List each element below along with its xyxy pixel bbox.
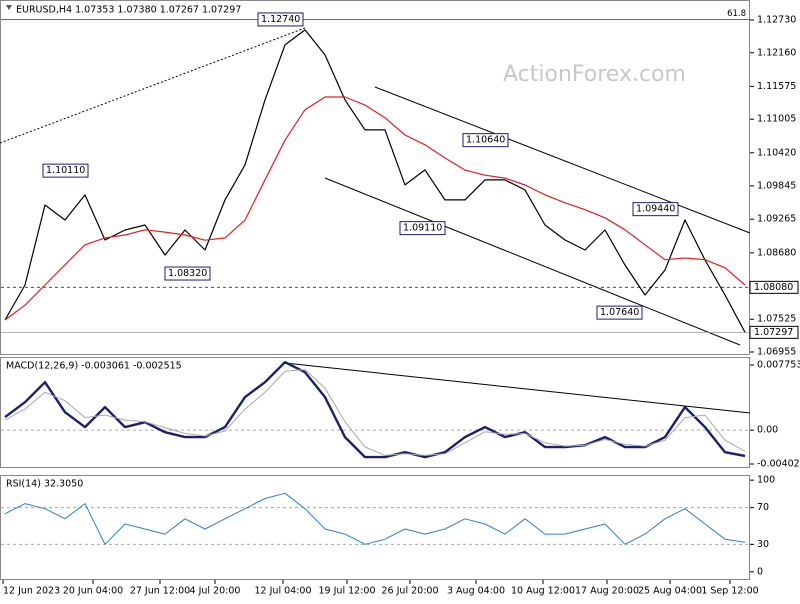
x-tick-label: 12 Jun 2023 xyxy=(3,586,60,597)
price-annotation-box xyxy=(164,266,211,281)
macd-trend-line xyxy=(284,362,751,414)
series-line xyxy=(4,492,746,545)
y-tick-label: 1.10420 xyxy=(757,147,796,158)
series-line xyxy=(4,361,746,459)
y-tick-label: 1.07525 xyxy=(757,314,796,325)
price-panel xyxy=(0,0,750,355)
channel-upper xyxy=(374,86,751,234)
x-tick-label: 25 Aug 04:00 xyxy=(638,586,702,597)
fib-label: 61.8 xyxy=(727,9,746,19)
price-annotation: 1.09110 xyxy=(403,223,442,234)
price-annotation: 1.08320 xyxy=(168,268,207,279)
x-tick-label: 19 Jul 12:00 xyxy=(319,586,376,597)
price-annotation: 1.07640 xyxy=(600,307,639,318)
x-tick-label: 3 Aug 04:00 xyxy=(447,586,505,597)
y-tick-label: 1.12160 xyxy=(757,47,796,58)
price-annotation-box xyxy=(462,133,509,148)
x-tick-label: 4 Jul 20:00 xyxy=(190,586,241,597)
level-label: 1.08080 xyxy=(754,282,793,293)
rsi-panel xyxy=(0,475,750,580)
x-tick-label: 20 Jun 04:00 xyxy=(63,586,123,597)
panel-title: RSI(14) 32.3050 xyxy=(6,479,83,490)
price-annotation: 1.12740 xyxy=(261,14,300,25)
y-tick-label: 70 xyxy=(757,502,769,513)
y-tick-label: 0.00 xyxy=(757,425,778,436)
level-label-box xyxy=(749,325,799,339)
x-tick-label: 17 Aug 20:00 xyxy=(575,586,639,597)
y-tick-label: 0.007753 xyxy=(757,360,800,371)
y-tick-label: 30 xyxy=(757,539,769,550)
series-line xyxy=(4,369,746,456)
symbol-icon xyxy=(6,5,12,10)
y-tick-label: 0 xyxy=(757,566,763,577)
price-annotation-box xyxy=(399,221,446,236)
y-tick-label: 1.12730 xyxy=(757,15,796,26)
x-tick-label: 12 Jul 04:00 xyxy=(255,586,312,597)
y-tick-label: 1.09265 xyxy=(757,214,796,225)
price-annotation-box xyxy=(42,163,89,178)
price-annotation-box xyxy=(596,305,643,320)
price-annotation: 1.10110 xyxy=(46,165,85,176)
price-annotation-box xyxy=(257,12,304,27)
y-tick-label: -0.004027 xyxy=(757,458,800,469)
y-tick-label: 1.11005 xyxy=(757,114,796,125)
x-tick-label: 27 Jun 12:00 xyxy=(130,586,190,597)
x-tick-label: 26 Jul 20:00 xyxy=(382,586,439,597)
y-tick-label: 1.11575 xyxy=(757,81,796,92)
price-annotation-box xyxy=(632,202,679,217)
y-tick-label: 100 xyxy=(757,475,775,486)
series-line xyxy=(4,96,746,321)
y-tick-label: 1.08680 xyxy=(757,247,796,258)
x-tick-label: 10 Aug 12:00 xyxy=(511,586,575,597)
panel-title: MACD(12,26,9) -0.003061 -0.002515 xyxy=(6,361,182,372)
series-line xyxy=(4,29,746,333)
price-annotation: 1.10640 xyxy=(466,135,505,146)
watermark: ActionForex.com xyxy=(503,62,686,87)
channel-lower xyxy=(324,177,741,346)
panel-title: EURUSD,H4 1.07353 1.07380 1.07267 1.0729… xyxy=(16,5,241,16)
x-tick-label: 1 Sep 12:00 xyxy=(701,586,758,597)
price-annotation: 1.09440 xyxy=(636,204,675,215)
y-tick-label: 1.06955 xyxy=(757,347,796,358)
level-label-box xyxy=(749,280,799,294)
y-tick-label: 1.09845 xyxy=(757,180,796,191)
level-label: 1.07297 xyxy=(754,327,793,338)
